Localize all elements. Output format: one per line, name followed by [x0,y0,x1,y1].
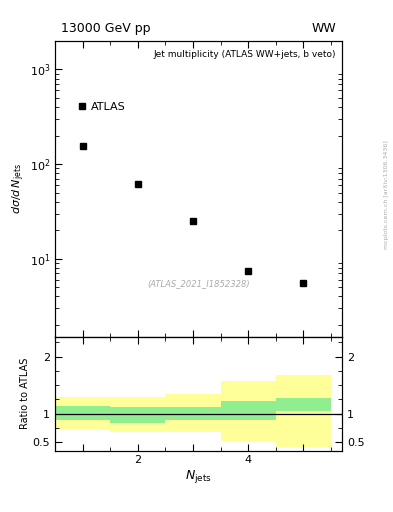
Text: 13000 GeV pp: 13000 GeV pp [61,22,150,35]
Text: mcplots.cern.ch [arXiv:1306.3436]: mcplots.cern.ch [arXiv:1306.3436] [384,140,389,249]
Y-axis label: $d\sigma/d\,N_{\rm jets}$: $d\sigma/d\,N_{\rm jets}$ [11,163,27,214]
Text: (ATLAS_2021_I1852328): (ATLAS_2021_I1852328) [147,279,250,288]
Y-axis label: Ratio to ATLAS: Ratio to ATLAS [20,358,30,430]
X-axis label: $N_{\rm jets}$: $N_{\rm jets}$ [185,468,212,485]
Text: WW: WW [311,22,336,35]
Legend: ATLAS: ATLAS [75,100,127,114]
Text: Jet multiplicity (ATLAS WW+jets, b veto): Jet multiplicity (ATLAS WW+jets, b veto) [154,50,336,59]
